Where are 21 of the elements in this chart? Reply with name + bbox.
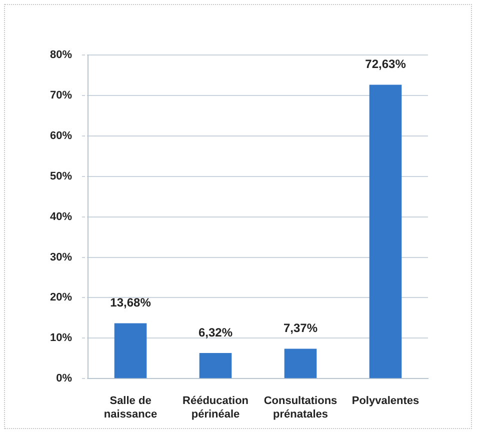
y-tick-label: 10% — [50, 332, 72, 344]
y-tick-label: 20% — [50, 292, 72, 304]
y-tick-label: 40% — [50, 210, 72, 223]
y-tick-label: 60% — [50, 130, 72, 142]
x-tick-label: Salle de naissance — [104, 395, 158, 420]
y-tick-label: 30% — [50, 251, 72, 264]
y-tick-label: 0% — [56, 372, 72, 385]
bar — [369, 84, 402, 378]
x-tick-label: Consultations prénatales — [264, 395, 338, 420]
y-tick-label: 50% — [50, 170, 72, 182]
data-label: 6,32% — [198, 325, 233, 340]
bar — [114, 323, 147, 378]
y-tick-label: 70% — [50, 89, 72, 102]
y-tick-label: 80% — [50, 49, 72, 62]
bar — [199, 353, 232, 378]
x-tick-label: Rééducation périnéale — [182, 395, 249, 420]
bar — [284, 348, 317, 378]
data-label: 72,63% — [365, 57, 406, 72]
x-tick-label: Polyvalentes — [352, 395, 420, 408]
data-label: 7,37% — [283, 321, 318, 336]
data-label: 13,68% — [110, 296, 152, 310]
